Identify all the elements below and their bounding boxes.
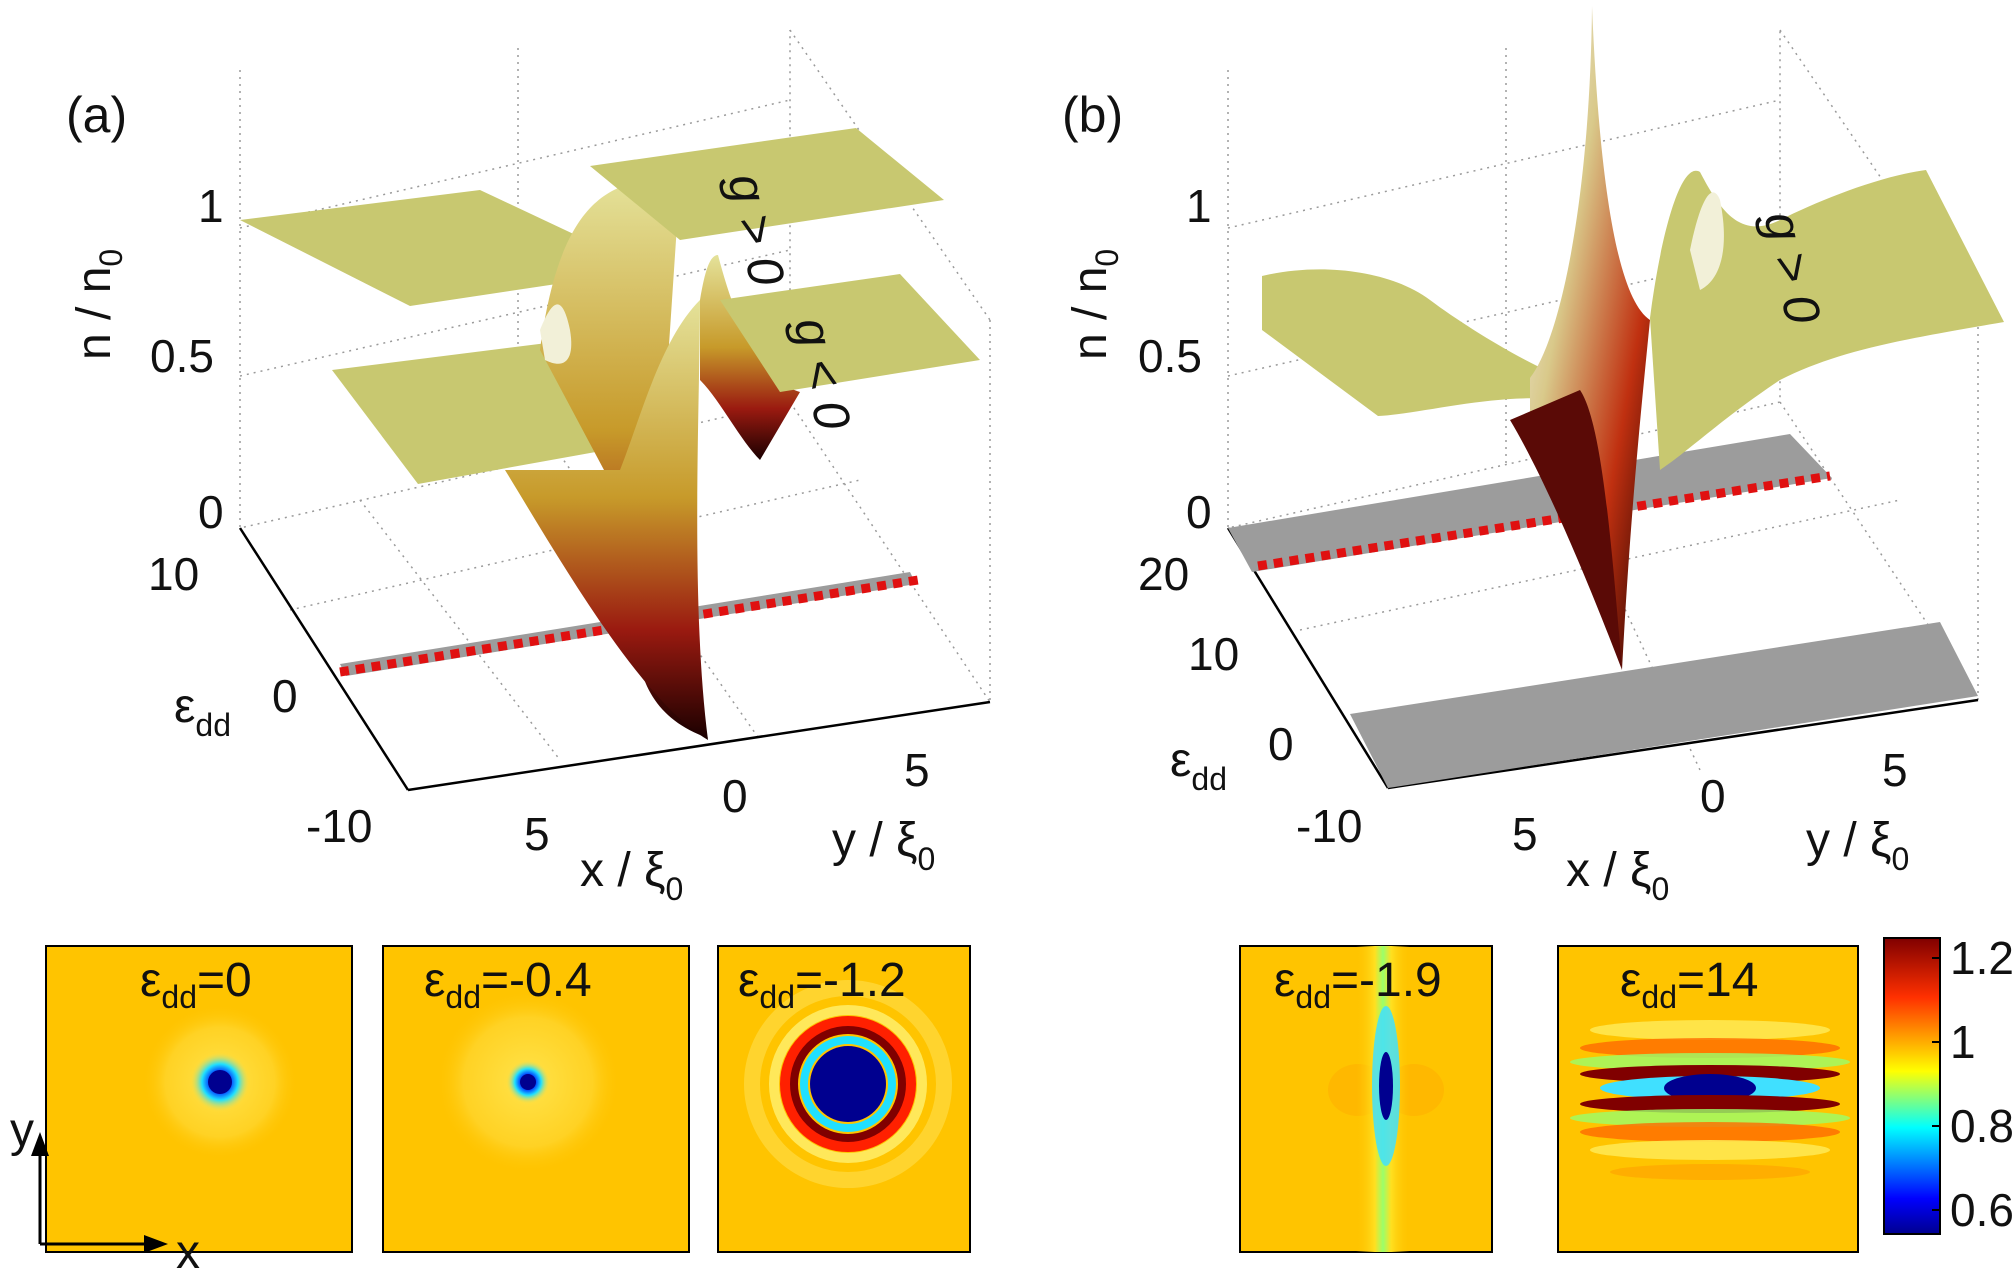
orientation-x-label: x <box>176 1226 200 1272</box>
panel-b-eps-tick: 10 <box>1188 628 1239 680</box>
panel-a-grid-line <box>239 249 791 377</box>
panel-a-z-tick: 0 <box>198 486 224 538</box>
panel-a-eps-tick: -10 <box>306 800 372 852</box>
density-map-eps-neg1.9: εdd=-1.9 <box>1239 945 1493 1253</box>
panel-b-surface-spike <box>1530 6 1650 670</box>
density-map-title: εdd=14 <box>1620 954 1758 1015</box>
panel-b-x-axis-label: x / ξ0 <box>1566 844 1669 907</box>
colorbar-gradient <box>1883 937 1941 1235</box>
density-map-eps-14: εdd=14 <box>1557 945 1859 1253</box>
panel-b-eps-axis-label: εdd <box>1170 734 1227 797</box>
arrowhead-up-icon <box>31 1132 49 1156</box>
density-core <box>1664 1074 1756 1102</box>
panel-b-grid-line <box>1779 29 1979 321</box>
panel-a-x-tick: 5 <box>524 808 550 860</box>
density-core-center <box>520 1074 536 1090</box>
panel-b-z-tick: 0.5 <box>1138 330 1202 382</box>
colorbar-tick: 0.8 <box>1950 1100 2014 1152</box>
panel-a-y-tick: 5 <box>904 744 930 796</box>
density-map-title: εdd=-1.9 <box>1274 954 1442 1015</box>
panel-a-surface-dip-front <box>505 300 708 740</box>
panel-a-surface-highlight <box>540 304 572 364</box>
panel-a-surface-back-left <box>240 190 650 306</box>
panel-b-surface-left <box>1262 269 1580 416</box>
orientation-axes: y x <box>10 1104 200 1272</box>
density-maps: εdd=0 εdd=-0.4 εdd=-1.2 <box>10 932 2014 1272</box>
panel-a-z-axis-label: n / n0 <box>68 249 129 360</box>
density-map-eps-neg0.4: εdd=-0.4 <box>382 945 690 1253</box>
density-map-title: εdd=-1.2 <box>738 954 906 1015</box>
panel-b-y-axis-label: y / ξ0 <box>1806 814 1909 877</box>
panel-a-eps-axis-label: εdd <box>174 680 231 743</box>
density-core-center <box>208 1070 232 1094</box>
panel-b-y-tick: 5 <box>1882 744 1908 796</box>
panel-a-eps-tick: 10 <box>148 548 199 600</box>
panel-b-surface-spike-shadow <box>1510 390 1622 670</box>
panel-b-eps-tick: 20 <box>1138 548 1189 600</box>
panel-a-label: (a) <box>66 87 127 143</box>
panel-b-x-axis-line <box>1387 698 1979 790</box>
panel-a-eps-axis-line <box>238 527 410 791</box>
panel-a-grid-line <box>359 499 561 761</box>
density-map-eps-0: εdd=0 <box>45 945 353 1253</box>
colorbar: 1.2 1 0.8 0.6 <box>1883 932 2014 1236</box>
panel-b-gray-strip-bottom <box>1350 622 1978 788</box>
panel-a-surface-back-right <box>590 128 944 240</box>
panel-b-y-tick: 0 <box>1700 770 1726 822</box>
panel-b-z-tick: 0 <box>1186 486 1212 538</box>
colorbar-tick: 1.2 <box>1950 932 2014 984</box>
density-map-eps-neg1.2: εdd=-1.2 <box>717 945 971 1253</box>
panel-a-grid-line <box>239 99 791 229</box>
panel-a-eps-tick: 0 <box>272 670 298 722</box>
panel-b-label: (b) <box>1062 87 1123 143</box>
panel-a-x-axis-label: x / ξ0 <box>580 844 683 907</box>
panel-b-eps-tick: 0 <box>1268 718 1294 770</box>
arrowhead-right-icon <box>144 1235 168 1253</box>
panel-a-y-axis-label: y / ξ0 <box>832 814 935 877</box>
panel-a-surface-dip-back <box>540 179 708 738</box>
panel-b-x-tick: 5 <box>1512 808 1538 860</box>
density-map-title: εdd=0 <box>140 954 252 1015</box>
panel-b-z-tick: 1 <box>1186 180 1212 232</box>
colorbar-tick: 1 <box>1950 1016 1976 1068</box>
panel-b-dashed-line <box>1257 471 1831 571</box>
panel-b: (b) g > 0 n / n0 1 0.5 0 20 10 0 -10 εdd… <box>1062 6 2004 907</box>
panel-a-surface-front-right <box>720 274 980 392</box>
panel-b-surface-right <box>1650 170 2004 470</box>
colorbar-tick: 0.6 <box>1950 1184 2014 1236</box>
panel-a: (a) g > 0 g < 0 n / n0 1 0.5 0 <box>66 29 991 907</box>
panel-a-z-tick: 0.5 <box>150 330 214 382</box>
density-core <box>1379 1052 1393 1120</box>
panel-b-grid-line <box>1299 499 1901 631</box>
panel-a-y-tick: 0 <box>722 770 748 822</box>
panel-a-z-tick: 1 <box>198 180 224 232</box>
panel-a-grid-line <box>789 401 991 703</box>
panel-b-surface-highlight <box>1690 192 1724 290</box>
panel-b-gray-strip-top <box>1228 434 1832 572</box>
orientation-y-label: y <box>10 1104 34 1157</box>
panel-b-eps-tick: -10 <box>1296 800 1362 852</box>
panel-b-z-axis-label: n / n0 <box>1064 249 1125 360</box>
density-map-title: εdd=-0.4 <box>424 954 592 1015</box>
panel-a-x-axis-line <box>407 700 991 792</box>
density-core <box>810 1046 886 1122</box>
